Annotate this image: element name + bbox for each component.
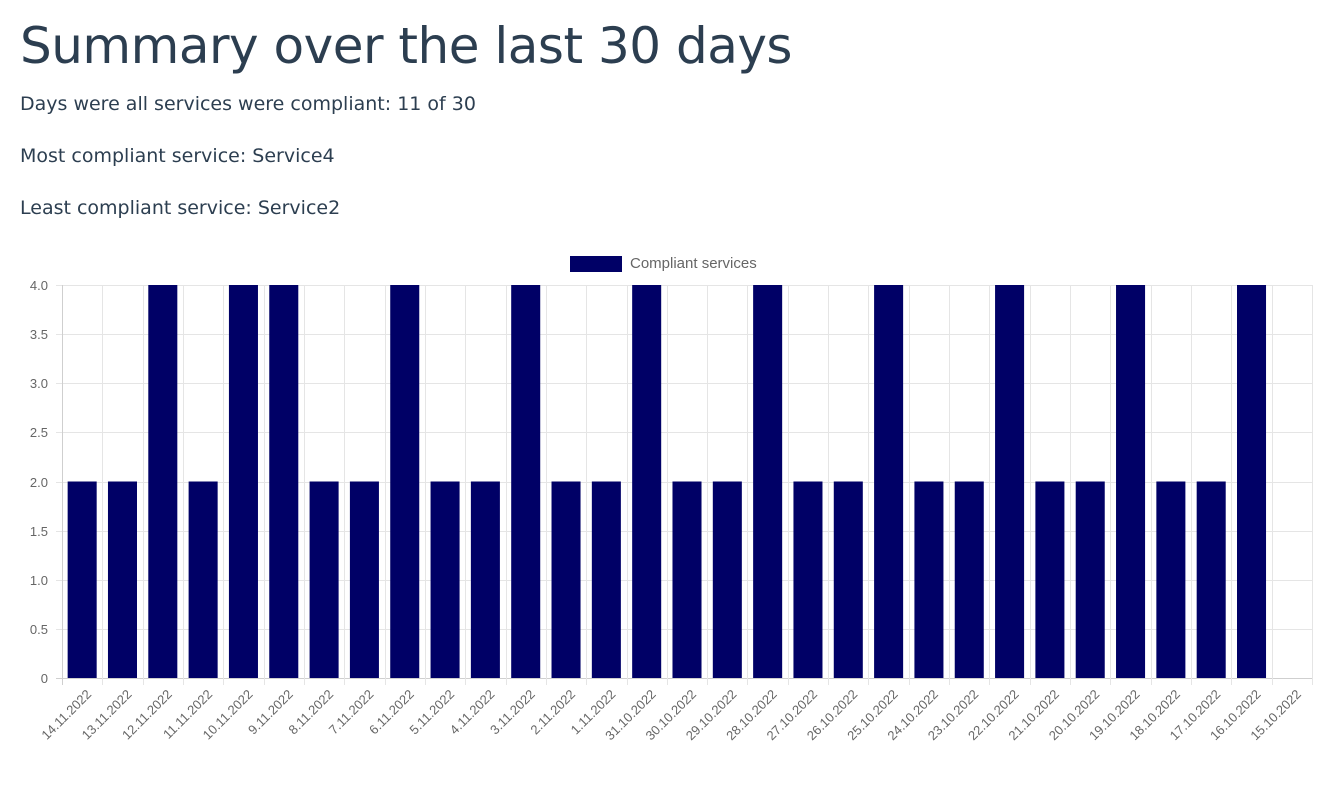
bar[interactable]	[995, 285, 1025, 678]
bar[interactable]	[188, 481, 218, 679]
y-tick-label: 1.0	[30, 573, 48, 588]
stat-compliant-days-label: Days were all services were compliant:	[20, 93, 392, 115]
legend-label: Compliant services	[630, 255, 757, 272]
y-tick-label: 1.5	[30, 524, 48, 539]
bar[interactable]	[1156, 481, 1186, 679]
bar[interactable]	[1035, 481, 1065, 679]
y-tick-label: 0	[41, 671, 48, 686]
x-axis-ticks: 14.11.202213.11.202212.11.202211.11.2022…	[38, 687, 1304, 744]
bar[interactable]	[390, 285, 420, 678]
stat-least-compliant-label: Least compliant service:	[20, 197, 252, 219]
y-tick-label: 4.0	[30, 278, 48, 293]
bar[interactable]	[712, 481, 742, 679]
bar[interactable]	[107, 481, 137, 679]
bar[interactable]	[1116, 285, 1146, 678]
bar[interactable]	[1075, 481, 1105, 679]
bar[interactable]	[228, 285, 258, 678]
y-tick-label: 0.5	[30, 622, 48, 637]
bar[interactable]	[551, 481, 581, 679]
bar[interactable]	[269, 285, 299, 678]
bar[interactable]	[309, 481, 339, 679]
bar[interactable]	[470, 481, 500, 679]
bar[interactable]	[511, 285, 541, 678]
chart-legend[interactable]: Compliant services	[570, 255, 757, 272]
bar[interactable]	[833, 481, 863, 679]
bar[interactable]	[914, 481, 944, 679]
stat-compliant-days-value: 11 of 30	[397, 93, 476, 115]
bar[interactable]	[793, 481, 823, 679]
stat-most-compliant: Most compliant service: Service4	[20, 144, 335, 168]
y-tick-label: 2.5	[30, 425, 48, 440]
compliance-bar-chart: 0 0.5 1.0 1.5 2.0 2.5 3.0 3.5 4.0 14.11.202213.1…	[30, 255, 1313, 744]
bar[interactable]	[632, 285, 662, 678]
bar[interactable]	[954, 481, 984, 679]
page-title: Summary over the last 30 days	[20, 17, 792, 75]
bar[interactable]	[672, 481, 702, 679]
bar[interactable]	[349, 481, 379, 679]
bar[interactable]	[591, 481, 621, 679]
stat-compliant-days: Days were all services were compliant: 1…	[20, 92, 476, 116]
y-tick-label: 3.5	[30, 327, 48, 342]
legend-swatch	[570, 256, 622, 272]
stat-least-compliant: Least compliant service: Service2	[20, 196, 340, 220]
stat-least-compliant-value: Service2	[257, 197, 341, 219]
y-axis-ticks: 0 0.5 1.0 1.5 2.0 2.5 3.0 3.5 4.0	[30, 278, 48, 686]
bar[interactable]	[1237, 285, 1267, 678]
chart-bars	[67, 285, 1267, 679]
bar[interactable]	[1196, 481, 1226, 679]
y-tick-label: 3.0	[30, 376, 48, 391]
chart-grid	[56, 285, 1313, 685]
bar[interactable]	[148, 285, 178, 678]
bar[interactable]	[67, 481, 97, 679]
bar[interactable]	[874, 285, 904, 678]
bar[interactable]	[430, 481, 460, 679]
stat-most-compliant-value: Service4	[252, 145, 335, 167]
bar[interactable]	[753, 285, 783, 678]
stat-most-compliant-label: Most compliant service:	[20, 145, 247, 167]
y-tick-label: 2.0	[30, 475, 48, 490]
